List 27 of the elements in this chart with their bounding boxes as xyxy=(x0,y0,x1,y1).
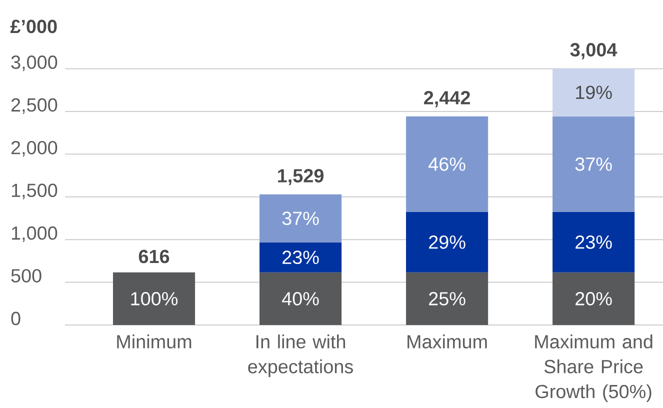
total-label: 1,529 xyxy=(278,169,324,186)
y-tick-label: 1,500 xyxy=(12,184,58,200)
annotation: 20% xyxy=(576,292,612,306)
annotation: 23% xyxy=(282,250,319,264)
annotation: 37% xyxy=(575,157,612,171)
y-tick-label: 0 xyxy=(11,312,20,326)
x-tick-label: Maximum xyxy=(408,334,487,348)
annotation: 19% xyxy=(576,86,612,100)
total-label: 616 xyxy=(138,250,170,264)
x-tick-label: In line with expectations xyxy=(248,334,353,378)
y-tick-label: 1,000 xyxy=(12,226,58,242)
y-tick-label: 500 xyxy=(11,269,42,282)
y-tick-label: 2,000 xyxy=(11,140,58,157)
y-tick-label: 3,000 xyxy=(11,56,58,72)
x-tick-label: Minimum xyxy=(117,334,192,348)
annotation: 100% xyxy=(131,292,178,306)
x-tick-label: Maximum and Share Price Growth (50%) xyxy=(535,334,652,402)
y-axis-title: £’000 xyxy=(10,20,57,34)
annotation: 25% xyxy=(429,292,466,306)
annotation: 46% xyxy=(428,157,466,171)
y-tick-label: 2,500 xyxy=(11,98,58,114)
total-label: 3,004 xyxy=(570,43,618,60)
annotation: 37% xyxy=(282,212,319,226)
annotation: 23% xyxy=(576,235,612,249)
total-label: 2,442 xyxy=(424,91,470,108)
annotation: 40% xyxy=(282,292,319,306)
annotation: 29% xyxy=(429,235,466,249)
